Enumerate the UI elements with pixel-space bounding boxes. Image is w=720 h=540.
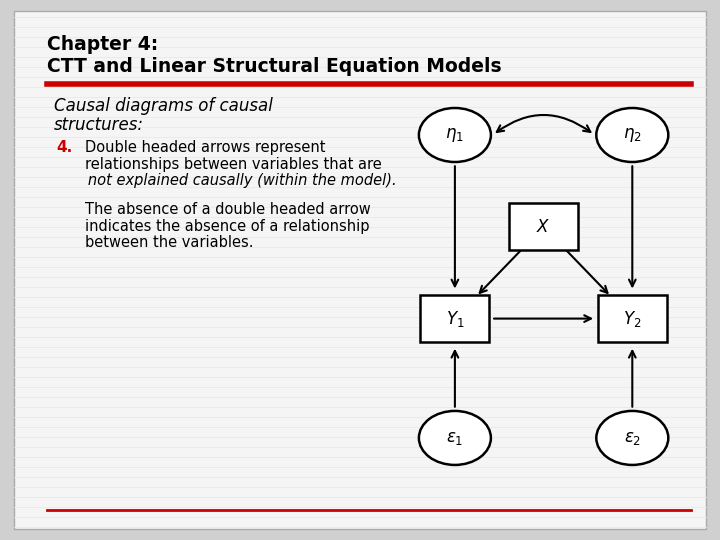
Circle shape xyxy=(596,108,668,162)
Text: Double headed arrows represent: Double headed arrows represent xyxy=(85,140,325,156)
Bar xyxy=(420,295,490,342)
Circle shape xyxy=(419,108,491,162)
FancyBboxPatch shape xyxy=(14,11,706,529)
Text: structures:: structures: xyxy=(54,116,144,133)
Text: $\varepsilon_1$: $\varepsilon_1$ xyxy=(446,429,464,447)
Text: Chapter 4:: Chapter 4: xyxy=(47,35,158,54)
Text: $\varepsilon_2$: $\varepsilon_2$ xyxy=(624,429,641,447)
Text: 4.: 4. xyxy=(56,140,73,156)
Circle shape xyxy=(596,411,668,465)
Text: indicates the absence of a relationship: indicates the absence of a relationship xyxy=(85,219,369,234)
Text: $X$: $X$ xyxy=(536,218,551,236)
Text: between the variables.: between the variables. xyxy=(85,235,253,250)
Text: CTT and Linear Structural Equation Models: CTT and Linear Structural Equation Model… xyxy=(47,57,501,76)
Text: $\eta_2$: $\eta_2$ xyxy=(623,126,642,144)
Text: The absence of a double headed arrow: The absence of a double headed arrow xyxy=(85,202,371,218)
Text: relationships between variables that are: relationships between variables that are xyxy=(85,157,382,172)
Circle shape xyxy=(419,411,491,465)
Text: $Y_1$: $Y_1$ xyxy=(446,308,464,329)
Text: $Y_2$: $Y_2$ xyxy=(623,308,642,329)
Text: $\eta_1$: $\eta_1$ xyxy=(446,126,464,144)
Bar xyxy=(598,295,667,342)
Bar xyxy=(509,204,578,250)
Text: Causal diagrams of causal: Causal diagrams of causal xyxy=(54,97,273,115)
Text: not explained causally (within the model).: not explained causally (within the model… xyxy=(85,173,397,188)
